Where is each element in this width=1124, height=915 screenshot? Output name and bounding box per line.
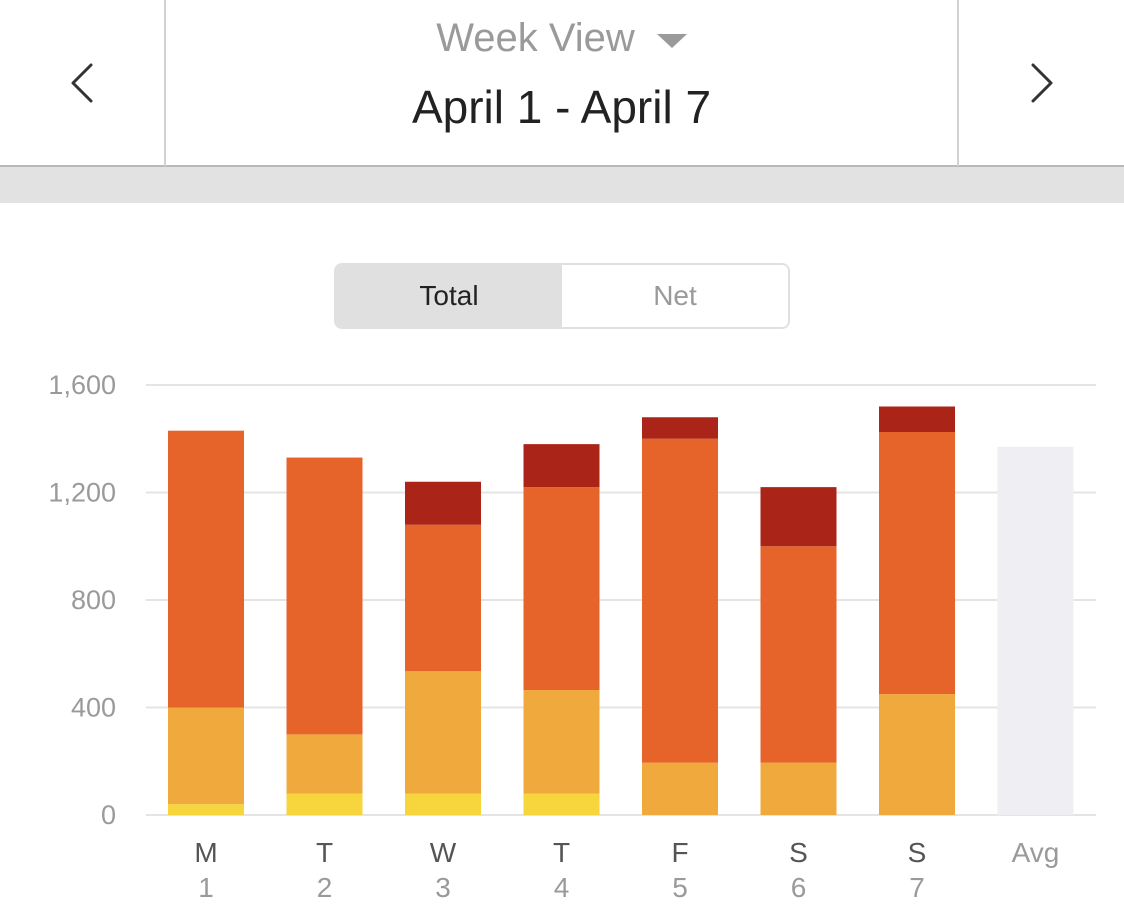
x-avg-label: Avg [1012,837,1060,868]
chevron-right-icon [1031,63,1052,103]
x-day-label: F [671,837,688,868]
x-day-label: W [430,837,457,868]
toggle-total[interactable]: Total [336,265,562,327]
next-week-button[interactable] [957,0,1124,166]
stacked-bar-chart: 1,600 1,200 800 400 0 M 1 T 2 W 3 T 4 F 5 S 6 S 7 Avg [48,370,1096,903]
bar-segment [405,481,481,525]
bar-segment [405,793,481,815]
bar-segment [760,487,837,547]
x-date-label: 4 [554,872,570,903]
chevron-left-icon [71,63,93,103]
x-day-label: M [194,837,217,868]
bar-segment [523,444,600,488]
bar-segment [168,804,244,815]
total-net-toggle: Total Net [334,263,790,329]
x-day-label: S [789,837,808,868]
bar-segment [168,430,244,708]
bar-segment [879,432,955,695]
bar-segment [168,707,244,805]
bar-segment [642,762,718,815]
x-day-label: T [316,837,333,868]
date-range-title: April 1 - April 7 [411,81,712,133]
view-selector-label: Week View [436,16,635,60]
y-tick-label: 1,200 [48,478,116,508]
y-tick-label: 400 [71,693,116,723]
date-header: Week View April 1 - April 7 [166,0,957,166]
previous-week-button[interactable] [0,0,166,166]
y-tick-label: 0 [101,800,116,830]
bar-segment [523,690,600,794]
x-date-label: 6 [791,872,807,903]
caret-down-icon [656,33,687,48]
bar-segment [405,524,481,672]
toggle-net[interactable]: Net [562,265,788,327]
bar-segment [286,793,363,815]
x-day-label: T [553,837,570,868]
bar-segment [286,457,363,735]
section-divider [0,167,1124,203]
bar-segment [405,671,481,794]
bar-segment [760,546,837,763]
bar-segment [760,762,837,815]
date-navigation-bar: Week View April 1 - April 7 [0,0,1124,167]
x-date-label: 2 [317,872,333,903]
bar-segment [879,694,955,815]
x-date-label: 3 [435,872,451,903]
bar-segment [523,487,600,691]
x-date-label: 1 [198,872,214,903]
view-selector[interactable]: Week View [166,16,957,61]
x-day-label: S [908,837,927,868]
average-bar [997,446,1074,815]
bar-segment [642,417,718,439]
y-tick-label: 800 [71,585,116,615]
y-tick-label: 1,600 [48,370,116,400]
bar-segment [286,734,363,794]
x-date-label: 7 [909,872,925,903]
bar-segment [523,793,600,815]
bar-segment [879,406,955,433]
bar-segment [642,438,718,763]
x-date-label: 5 [672,872,688,903]
